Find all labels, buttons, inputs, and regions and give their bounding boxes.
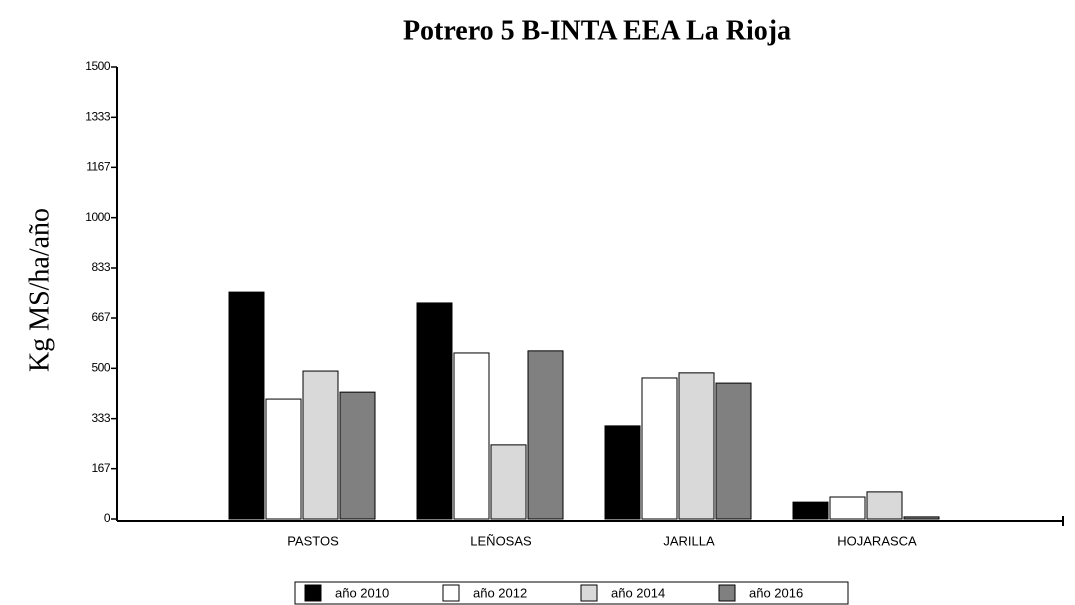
legend-label: año 2012 [473,585,527,600]
legend-swatch [580,584,598,602]
y-axis-label: Kg MS/ha/año [24,208,55,372]
y-tick-label: 1167 [86,160,111,174]
chart-title: Potrero 5 B-INTA EEA La Rioja [403,15,791,46]
bar [453,352,490,520]
x-tick-label: JARILLA [663,533,715,548]
legend-box [294,581,849,605]
legend-label: año 2014 [611,585,665,600]
y-tick-label: 333 [91,411,110,425]
bar [866,491,903,520]
legend-label: año 2016 [749,585,803,600]
y-tick-label: 667 [91,310,110,324]
bar [903,516,940,520]
bar [265,398,302,520]
legend-swatch [304,584,322,602]
y-tick-label: 1000 [85,210,111,224]
bar [715,382,752,520]
x-tick-label: PASTOS [287,533,339,548]
bar [678,372,715,520]
bar [339,391,376,520]
legend-label: año 2010 [335,585,389,600]
y-tick-label: 1333 [85,109,111,123]
x-tick-label: HOJARASCA [837,533,917,548]
bar [490,444,527,520]
bar [604,425,641,520]
bar [641,377,678,520]
legend-swatch [442,584,460,602]
y-tick-label: 500 [91,361,110,375]
bar [792,501,829,520]
y-tick-label: 1500 [85,59,111,73]
bar [829,496,866,520]
bar [228,291,265,520]
bar [416,302,453,520]
y-tick-label: 833 [91,260,110,274]
bar [302,370,339,520]
y-tick-label: 167 [91,461,110,475]
y-tick-label: 0 [104,511,111,525]
bar [527,350,564,520]
legend-swatch [718,584,736,602]
x-tick-label: LEÑOSAS [470,533,532,548]
